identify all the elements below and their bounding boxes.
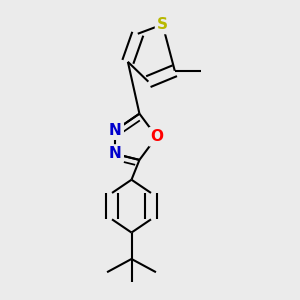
Text: N: N [109, 146, 122, 161]
Text: S: S [157, 17, 168, 32]
Text: N: N [109, 123, 122, 138]
Text: O: O [150, 129, 163, 144]
